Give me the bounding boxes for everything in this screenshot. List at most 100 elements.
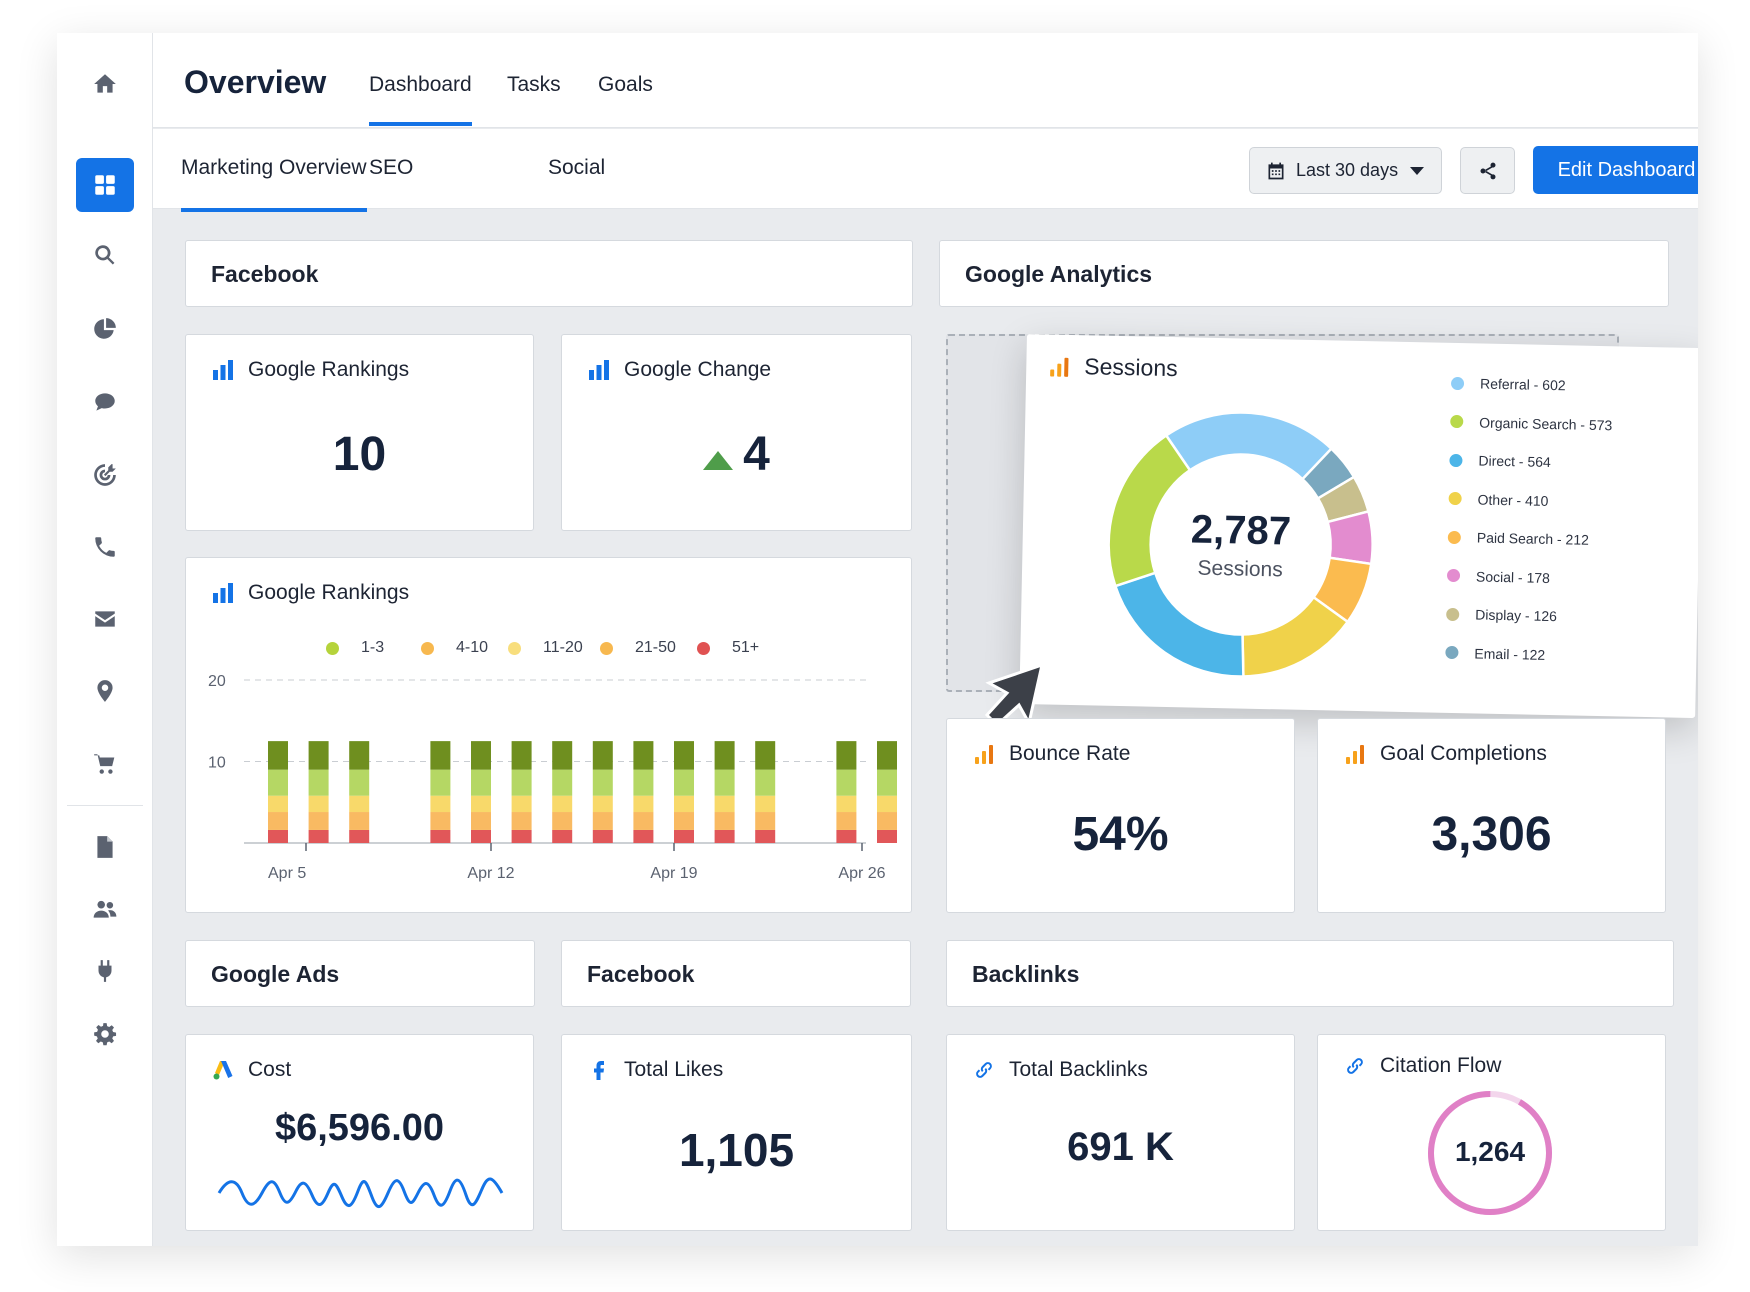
legend-item[interactable]: Organic Search - 573 [1450, 413, 1613, 433]
cost-card[interactable]: Cost $6,596.00 [185, 1034, 534, 1231]
date-range-dropdown[interactable]: Last 30 days [1249, 147, 1442, 194]
dashboard-grid-icon[interactable] [76, 158, 134, 212]
bar-segment [511, 829, 532, 843]
calendar-icon [1266, 161, 1296, 181]
legend-item[interactable]: 4-10 [421, 639, 488, 657]
legend-label: Organic Search - 573 [1479, 413, 1613, 433]
home-icon[interactable] [81, 60, 129, 108]
bar-segment [268, 829, 288, 843]
total-backlinks-card[interactable]: Total Backlinks 691 K [946, 1034, 1295, 1231]
bar-segment [308, 741, 329, 770]
bar-segment [552, 769, 573, 796]
legend-swatch [1446, 568, 1461, 583]
legend-label: Direct - 564 [1478, 452, 1551, 470]
citation-flow-card[interactable]: Citation Flow 1,264 [1317, 1034, 1666, 1231]
bounce-rate-card[interactable]: Bounce Rate 54% [946, 718, 1295, 913]
bar-segment [511, 795, 532, 813]
chevron-down-icon [1410, 166, 1425, 175]
card-title: Google Rankings [210, 580, 409, 606]
total-backlinks-value: 691 K [1067, 1125, 1174, 1169]
bar-segment [836, 741, 857, 770]
phone-icon[interactable] [81, 523, 129, 571]
page-title: Overview [184, 64, 327, 100]
search-icon[interactable] [81, 231, 129, 279]
sessions-card[interactable]: Sessions 2,787 Sessions Referral - 602 Or… [1019, 334, 1698, 719]
bar-segment [674, 795, 694, 813]
bar-segment [592, 769, 613, 796]
x-tick-label: Apr 5 [268, 865, 306, 882]
app-window: Overview Dashboard Tasks Goals Marketing… [57, 33, 1698, 1246]
card-title-label: Google Change [624, 358, 772, 381]
chat-icon[interactable] [81, 378, 129, 426]
legend-item[interactable]: 51+ [697, 639, 759, 657]
google-change-value-row: 4 [562, 427, 911, 482]
document-icon[interactable] [81, 823, 129, 871]
tab-tasks[interactable]: Tasks [507, 73, 561, 96]
legend-item[interactable]: Display - 126 [1446, 606, 1557, 624]
google-rankings-chart-card[interactable]: Google Rankings 1-3 4-10 11-20 21-50 51+ 20 1… [185, 557, 912, 913]
legend-item[interactable]: Referral - 602 [1450, 375, 1566, 393]
edit-dashboard-button[interactable]: Edit Dashboard [1533, 146, 1698, 194]
bar-segment [430, 741, 451, 770]
legend-item[interactable]: 1-3 [326, 639, 384, 657]
tab-seo[interactable]: SEO [369, 156, 414, 179]
pie-chart-icon[interactable] [81, 305, 129, 353]
bar-segment [633, 812, 654, 830]
legend-item[interactable]: Other - 410 [1448, 490, 1549, 508]
legend-item[interactable]: Email - 122 [1445, 644, 1545, 662]
legend-swatch [1450, 376, 1465, 390]
donut-slice [1113, 571, 1245, 678]
legend-swatch [1448, 491, 1462, 506]
y-tick-label: 20 [208, 673, 226, 690]
citation-flow-ring [1428, 1090, 1552, 1215]
cart-icon[interactable] [81, 740, 129, 788]
bar-segment [552, 741, 573, 770]
bar-segment [755, 769, 776, 796]
facebook-icon [586, 1057, 612, 1083]
bar-segment [592, 795, 613, 813]
tab-goals[interactable]: Goals [598, 73, 653, 96]
share-button[interactable] [1460, 147, 1515, 194]
tab-social[interactable]: Social [548, 156, 606, 179]
plug-icon[interactable] [81, 947, 129, 995]
bar-segment [349, 812, 370, 830]
bar-segment [755, 829, 776, 843]
legend-item[interactable]: 21-50 [600, 639, 676, 657]
legend-item[interactable]: 11-20 [508, 639, 583, 657]
mail-icon[interactable] [81, 595, 129, 643]
donut-slice [1107, 433, 1192, 588]
location-pin-icon[interactable] [81, 667, 129, 715]
bar-segment [592, 812, 613, 830]
bar-segment [268, 769, 288, 796]
google-rankings-card[interactable]: Google Rankings 10 [185, 334, 534, 531]
legend-label: 1-3 [361, 639, 385, 656]
gear-icon[interactable] [81, 1010, 129, 1058]
bar-segment [349, 829, 370, 843]
legend-item[interactable]: Direct - 564 [1449, 452, 1551, 470]
card-title-label: Google Rankings [248, 358, 410, 381]
legend-label: Email - 122 [1474, 644, 1546, 663]
google-change-card[interactable]: Google Change 4 [561, 334, 912, 531]
section-title: Google Analytics [965, 261, 1153, 287]
bar-segment [511, 769, 532, 796]
tab-marketing-overview[interactable]: Marketing Overview [181, 156, 367, 212]
legend-item[interactable]: Social - 178 [1446, 567, 1550, 586]
target-icon[interactable] [81, 451, 129, 499]
bar-segment [877, 769, 897, 796]
up-arrow-icon [703, 451, 734, 470]
tab-dashboard[interactable]: Dashboard [369, 73, 472, 126]
bar-segment [633, 829, 654, 843]
card-title: Google Rankings [210, 357, 409, 383]
bar-segment [349, 741, 370, 770]
bar-segment [511, 812, 532, 830]
goal-completions-card[interactable]: Goal Completions 3,306 [1317, 718, 1666, 913]
bar-segment [714, 795, 735, 813]
share-icon [1480, 162, 1495, 179]
card-title: Sessions [1046, 352, 1178, 382]
total-likes-card[interactable]: Total Likes 1,105 [561, 1034, 912, 1231]
x-tick-label: Apr 12 [467, 865, 514, 882]
legend-swatch [600, 641, 613, 655]
users-icon[interactable] [81, 885, 129, 933]
legend-item[interactable]: Paid Search - 212 [1447, 529, 1589, 548]
card-title: Goal Completions [1342, 741, 1547, 767]
